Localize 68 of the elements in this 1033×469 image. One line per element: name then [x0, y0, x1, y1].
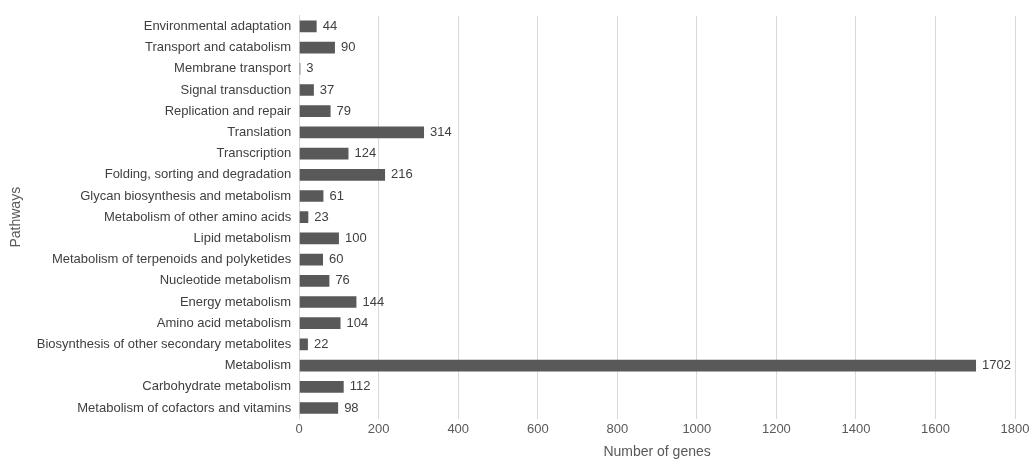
x-tick-label: 1200 [761, 420, 791, 436]
data-label: 37 [319, 81, 335, 97]
data-label: 314 [430, 123, 452, 139]
bar [299, 20, 317, 33]
bar [299, 147, 349, 160]
x-tick-label: 200 [367, 420, 390, 436]
y-tick-label: Transport and catabolism [144, 39, 292, 55]
y-tick-label: Glycan biosynthesis and metabolism [80, 187, 292, 203]
y-tick-label: Metabolism [224, 357, 292, 373]
y-axis-title: Pathways [7, 186, 24, 248]
data-label: 90 [340, 39, 356, 55]
y-tick-label: Transcription [216, 145, 292, 161]
bar [299, 232, 339, 245]
y-tick-label: Folding, sorting and degradation [104, 166, 292, 182]
y-tick-label: Membrane transport [174, 60, 292, 76]
bar [299, 338, 308, 351]
data-label: 61 [329, 187, 344, 203]
x-tick-label: 600 [526, 420, 549, 436]
data-label: 44 [322, 17, 338, 33]
x-tick-label: 1800 [1000, 420, 1030, 436]
data-label: 60 [329, 251, 344, 267]
y-tick-label: Energy metabolism [179, 293, 292, 309]
y-tick-label: Biosynthesis of other secondary metabolites [36, 335, 292, 351]
x-tick-label: 800 [606, 420, 629, 436]
x-tick-label: 1400 [841, 420, 871, 436]
bar [299, 84, 314, 96]
y-tick-label: Carbohydrate metabolism [142, 378, 292, 394]
x-tick-label: 0 [295, 420, 303, 436]
data-label: 1702 [982, 357, 1011, 373]
data-label: 22 [313, 335, 329, 351]
y-tick-label: Replication and repair [164, 102, 292, 118]
data-label: 79 [336, 102, 352, 118]
bar [299, 168, 386, 181]
bar [299, 253, 324, 266]
y-tick-label: Translation [227, 123, 292, 139]
y-tick-label: Amino acid metabolism [156, 314, 292, 330]
bar [299, 317, 341, 330]
bar [299, 380, 344, 393]
x-axis-title: Number of genes [603, 443, 711, 460]
bar [299, 105, 331, 118]
data-label: 144 [362, 293, 385, 309]
bar [299, 359, 977, 372]
bar [299, 211, 309, 224]
y-tick-label: Signal transduction [180, 81, 292, 97]
data-label: 100 [344, 229, 367, 245]
data-label: 124 [354, 145, 377, 161]
bar [299, 296, 357, 308]
bar [299, 41, 335, 54]
y-tick-label: Metabolism of other amino acids [104, 208, 292, 224]
y-tick-label: Metabolism of terpenoids and polyketides [51, 251, 292, 267]
bar [299, 402, 339, 414]
x-tick-label: 400 [447, 420, 470, 436]
data-label: 104 [346, 314, 369, 330]
x-tick-label: 1000 [682, 420, 712, 436]
y-tick-label: Lipid metabolism [193, 229, 292, 245]
y-tick-label: Environmental adaptation [143, 17, 292, 33]
data-label: 23 [314, 208, 329, 224]
y-tick-label: Metabolism of cofactors and vitamins [77, 399, 292, 415]
bar [299, 274, 330, 287]
data-label: 98 [344, 399, 359, 415]
data-label: 216 [391, 166, 413, 182]
y-tick-label: Nucleotide metabolism [159, 272, 292, 288]
data-label: 3 [306, 60, 314, 76]
bar [299, 190, 324, 202]
data-label: 112 [349, 378, 371, 394]
x-tick-label: 1600 [921, 420, 950, 436]
bar [299, 126, 425, 139]
data-label: 76 [335, 272, 350, 288]
